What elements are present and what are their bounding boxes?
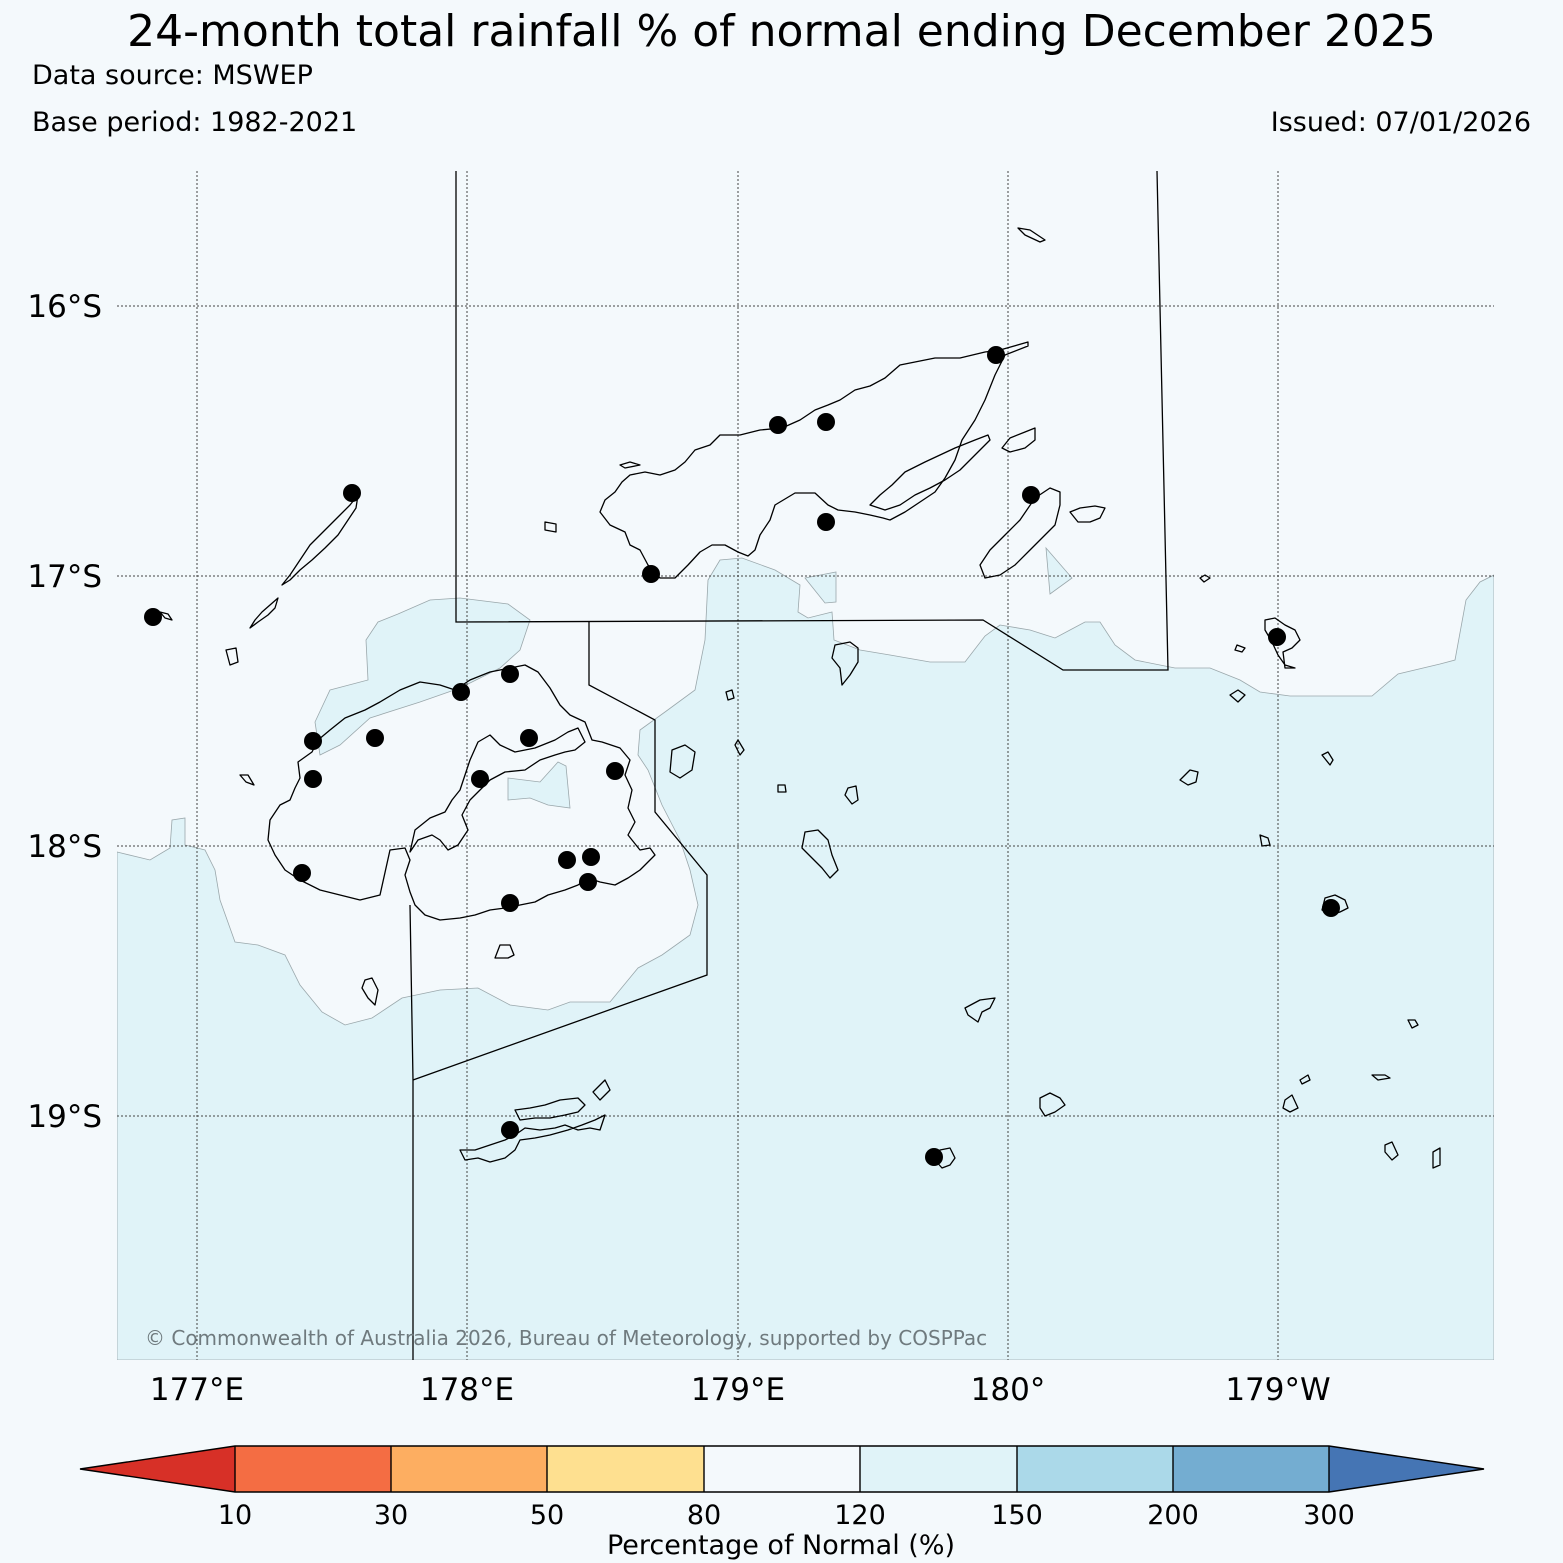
rainfall-area-inland xyxy=(507,761,571,809)
station-markers xyxy=(144,346,1340,1166)
colorbar-title: Percentage of Normal (%) xyxy=(607,1530,955,1561)
coastline-taveuni xyxy=(979,487,1061,579)
coastline-viti-levu-inner xyxy=(409,727,586,853)
colorbar-30-50 xyxy=(391,1446,547,1492)
map-title: 24-month total rainfall % of normal endi… xyxy=(127,6,1436,57)
colorbar-50-80 xyxy=(547,1446,704,1492)
coastline-kadavu xyxy=(459,1114,606,1163)
map-panel[interactable]: © Commonwealth of Australia 2026, Bureau… xyxy=(117,171,1494,1360)
station-marker[interactable] xyxy=(304,732,322,750)
coastline-inner-bay xyxy=(869,434,991,511)
colorbar-tick-10: 10 xyxy=(218,1500,252,1531)
coastline-kadavu-north xyxy=(514,1097,586,1121)
station-marker[interactable] xyxy=(817,413,835,431)
station-marker[interactable] xyxy=(366,729,384,747)
station-marker[interactable] xyxy=(642,565,660,583)
colorbar-tick-120: 120 xyxy=(834,1500,886,1531)
latitude-labels: 16°S 17°S 18°S 19°S xyxy=(27,289,102,1135)
station-marker[interactable] xyxy=(452,683,470,701)
copyright-notice: © Commonwealth of Australia 2026, Bureau… xyxy=(145,1326,987,1350)
colorbar-above-300 xyxy=(1329,1446,1484,1492)
station-marker[interactable] xyxy=(769,416,787,434)
station-marker[interactable] xyxy=(471,770,489,788)
rainfall-area-north-lobe xyxy=(314,597,531,756)
graticule xyxy=(117,171,1494,1360)
lon-label-177e: 177°E xyxy=(150,1372,244,1408)
longitude-labels: 177°E 178°E 179°E 180° 179°W xyxy=(150,1372,1331,1408)
station-marker[interactable] xyxy=(1268,628,1286,646)
colorbar-tick-80: 80 xyxy=(687,1500,721,1531)
coastline-vanua-levu xyxy=(599,341,1029,579)
station-marker[interactable] xyxy=(304,770,322,788)
station-marker[interactable] xyxy=(817,513,835,531)
colorbar-150-200 xyxy=(1017,1446,1173,1492)
colorbar-tick-300: 300 xyxy=(1303,1500,1355,1531)
lon-label-179w: 179°W xyxy=(1225,1372,1330,1408)
coastline-yasawa xyxy=(281,494,359,586)
lon-label-180: 180° xyxy=(971,1372,1046,1408)
lon-label-178e: 178°E xyxy=(420,1372,514,1408)
colorbar: 10 30 50 80 120 150 200 300 Percentage o… xyxy=(79,1445,1485,1561)
station-marker[interactable] xyxy=(582,848,600,866)
station-marker[interactable] xyxy=(925,1148,943,1166)
data-source-label: Data source: MSWEP xyxy=(32,60,313,91)
base-period-label: Base period: 1982-2021 xyxy=(32,107,358,138)
station-marker[interactable] xyxy=(558,851,576,869)
station-marker[interactable] xyxy=(606,762,624,780)
lat-label-18s: 18°S xyxy=(27,829,102,865)
colorbar-tick-50: 50 xyxy=(530,1500,564,1531)
issued-date-label: Issued: 07/01/2026 xyxy=(1270,107,1531,138)
station-marker[interactable] xyxy=(579,873,597,891)
rainfall-area-120-150 xyxy=(117,557,1494,1360)
station-marker[interactable] xyxy=(343,484,361,502)
lon-label-179e: 179°E xyxy=(691,1372,785,1408)
station-marker[interactable] xyxy=(501,894,519,912)
lat-label-17s: 17°S xyxy=(27,559,102,595)
colorbar-120-150 xyxy=(860,1446,1017,1492)
coastline-yasawa-south xyxy=(249,597,279,629)
division-boundaries xyxy=(409,171,1169,1360)
station-marker[interactable] xyxy=(501,665,519,683)
colorbar-80-120 xyxy=(704,1446,860,1492)
colorbar-10-30 xyxy=(235,1446,391,1492)
station-marker[interactable] xyxy=(293,864,311,882)
colorbar-tick-200: 200 xyxy=(1147,1500,1199,1531)
coastline-islands-misc xyxy=(159,227,1441,1169)
station-marker[interactable] xyxy=(987,346,1005,364)
rainfall-area-north-small xyxy=(804,546,1073,604)
station-marker[interactable] xyxy=(520,729,538,747)
lat-label-16s: 16°S xyxy=(27,289,102,325)
lat-label-19s: 19°S xyxy=(27,1099,102,1135)
colorbar-tick-150: 150 xyxy=(991,1500,1043,1531)
colorbar-tick-30: 30 xyxy=(374,1500,408,1531)
station-marker[interactable] xyxy=(144,608,162,626)
colorbar-200-300 xyxy=(1173,1446,1329,1492)
station-marker[interactable] xyxy=(501,1121,519,1139)
colorbar-below-10 xyxy=(80,1446,235,1492)
station-marker[interactable] xyxy=(1022,486,1040,504)
station-marker[interactable] xyxy=(1322,899,1340,917)
